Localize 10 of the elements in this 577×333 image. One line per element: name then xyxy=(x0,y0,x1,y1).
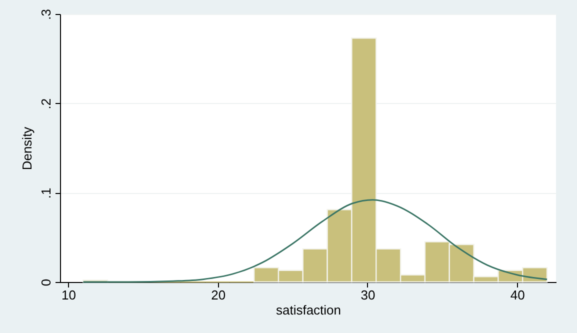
y-tick-label: .1 xyxy=(38,188,54,199)
x-axis-title: satisfaction xyxy=(276,302,342,318)
x-tick-label: 30 xyxy=(360,288,376,302)
y-tick-label: .3 xyxy=(38,9,54,20)
y-axis-title: Density xyxy=(20,126,34,170)
x-tick-label: 40 xyxy=(510,288,525,302)
y-tick-label: .2 xyxy=(38,98,54,110)
y-tick-label: 0 xyxy=(38,278,54,286)
x-tick-label: 10 xyxy=(61,288,76,302)
x-tick-label: 20 xyxy=(211,288,226,302)
